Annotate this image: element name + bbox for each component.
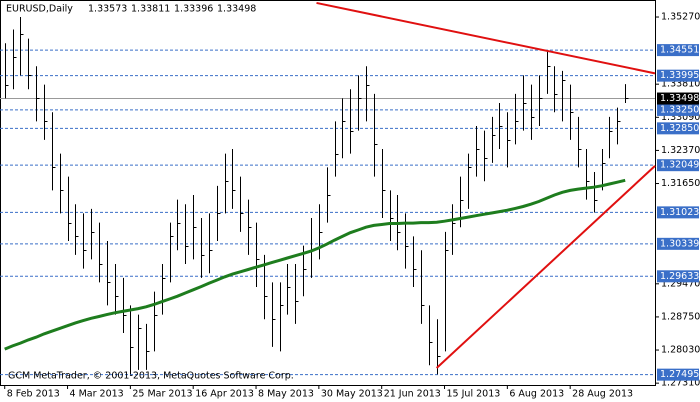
x-tick-label: 28 Aug 2013 xyxy=(572,389,633,400)
x-tick-label: 6 Aug 2013 xyxy=(509,389,564,400)
y-tick-label: 1.28750 xyxy=(661,311,700,322)
level-box xyxy=(657,69,699,82)
title-price: 1.33573 xyxy=(88,4,127,15)
level-box xyxy=(657,44,699,57)
level-label: 1.27495 xyxy=(660,369,699,380)
x-tick-label: 8 May 2013 xyxy=(258,389,314,400)
y-tick-label: 1.28030 xyxy=(661,345,700,356)
x-tick-label: 30 May 2013 xyxy=(321,389,383,400)
level-label: 1.31023 xyxy=(660,207,699,218)
level-label: 1.33250 xyxy=(660,104,699,115)
title-price: 1.33396 xyxy=(174,4,213,15)
level-box xyxy=(657,206,699,219)
y-tick-label: 1.27310 xyxy=(661,378,700,389)
level-label: 1.32049 xyxy=(660,160,699,171)
last-price-box xyxy=(657,92,699,105)
trendline xyxy=(435,165,656,369)
level-box xyxy=(657,103,699,116)
chart-title: EURUSD,Daily xyxy=(6,4,73,15)
x-tick-label: 8 Feb 2013 xyxy=(7,389,60,400)
level-label: 1.29633 xyxy=(660,271,699,282)
title-price: 1.33498 xyxy=(217,4,256,15)
level-label: 1.32850 xyxy=(660,123,699,134)
y-tick-label: 1.29470 xyxy=(661,278,700,289)
trendline xyxy=(316,1,656,75)
y-tick-label: 1.31650 xyxy=(661,178,700,189)
last-price-label: 1.33498 xyxy=(660,93,699,104)
x-tick-label: 25 Mar 2013 xyxy=(132,389,192,400)
level-label: 1.30339 xyxy=(660,238,699,249)
level-label: 1.34551 xyxy=(660,45,699,56)
level-box xyxy=(657,270,699,283)
y-tick-label: 1.33090 xyxy=(661,112,700,123)
level-label: 1.33995 xyxy=(660,70,699,81)
level-box xyxy=(657,368,699,381)
y-tick-label: 1.35270 xyxy=(661,12,700,23)
x-tick-label: 16 Apr 2013 xyxy=(195,389,254,400)
level-box xyxy=(657,122,699,135)
x-tick-label: 15 Jul 2013 xyxy=(447,389,501,400)
y-tick-label: 1.33810 xyxy=(661,79,700,90)
y-tick-label: 1.32370 xyxy=(661,145,700,156)
title-price: 1.33811 xyxy=(131,4,170,15)
footer: GCM MetaTrader, © 2001-2013, MetaQuotes … xyxy=(8,371,294,382)
level-box xyxy=(657,237,699,250)
level-box xyxy=(657,159,699,172)
x-tick-label: 4 Mar 2013 xyxy=(70,389,124,400)
x-tick-label: 21 Jun 2013 xyxy=(384,389,441,400)
moving-average xyxy=(4,178,626,351)
